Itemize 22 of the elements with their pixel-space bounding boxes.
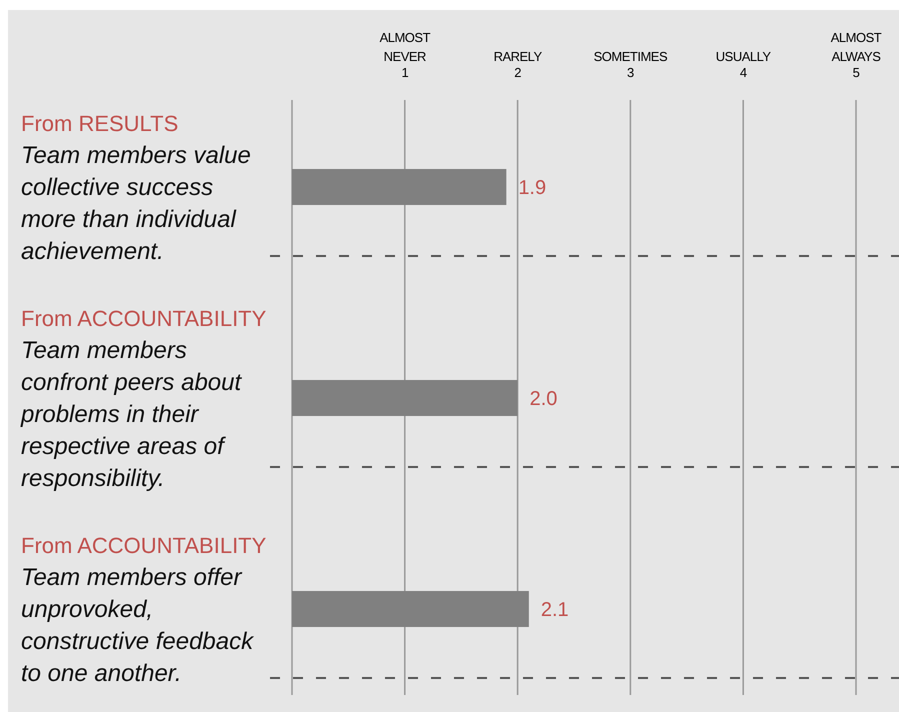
text: From ACCOUNTABILITY — [21, 306, 267, 331]
x-tick-label: 1 — [401, 65, 408, 80]
bar — [292, 380, 518, 416]
bar — [292, 591, 529, 627]
data-label: 1.9 — [518, 177, 546, 199]
x-tick-label: 3 — [627, 65, 634, 80]
text: USUALLY — [716, 49, 772, 64]
text: SOMETIMES — [594, 49, 668, 64]
text: RARELY — [494, 49, 542, 64]
x-tick-label: 5 — [852, 65, 860, 80]
bar — [292, 169, 506, 205]
text: From ACCOUNTABILITY — [21, 533, 267, 558]
text: ALMOST ALWAYS — [830, 30, 882, 64]
text: From RESULTS — [21, 111, 178, 136]
text: ALMOST NEVER — [380, 30, 431, 64]
data-label: 2.0 — [530, 388, 558, 410]
y-tick-label: Team members confront peers about problems in their respective areas of responsibility. — [20, 337, 242, 492]
y-tick-label: Team members value collective success more than individual achievement. — [21, 142, 251, 265]
y-tick-label: Team members offer unprovoked, constructive feedback to one another. — [21, 564, 256, 687]
data-label: 2.1 — [540, 599, 569, 621]
x-tick-label: 2 — [514, 65, 522, 80]
x-tick-label: 4 — [740, 65, 747, 80]
